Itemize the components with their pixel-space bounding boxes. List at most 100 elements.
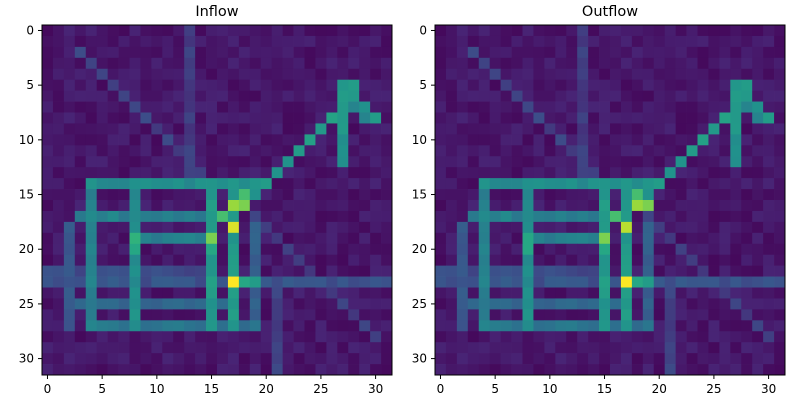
- heatmap-cell: [282, 46, 294, 59]
- heatmap-cell: [456, 243, 469, 256]
- heatmap-cell: [293, 309, 305, 321]
- heatmap-cell: [63, 112, 76, 124]
- heatmap-cell: [610, 298, 622, 310]
- heatmap-cell: [456, 178, 469, 190]
- heatmap-cell: [151, 200, 163, 212]
- heatmap-cell: [566, 254, 578, 266]
- heatmap-cell: [588, 25, 600, 37]
- heatmap-cell: [686, 254, 698, 266]
- heatmap-cell: [610, 134, 622, 146]
- heatmap-cell: [315, 25, 327, 37]
- heatmap-cell: [511, 232, 523, 245]
- heatmap-cell: [653, 243, 666, 256]
- heatmap-cell: [359, 309, 371, 321]
- heatmap-cell: [555, 57, 567, 70]
- heatmap-cell: [337, 101, 349, 113]
- heatmap-cell: [74, 342, 87, 354]
- heatmap-cell: [752, 287, 764, 299]
- heatmap-cell: [533, 68, 545, 81]
- heatmap-cell: [42, 79, 54, 91]
- heatmap-cell: [217, 167, 229, 179]
- heatmap-cell: [599, 101, 611, 113]
- heatmap-cell: [456, 167, 469, 179]
- heatmap-cell: [370, 178, 382, 190]
- heatmap-cell: [631, 342, 644, 354]
- heatmap-cell: [664, 254, 676, 266]
- heatmap-cell: [555, 353, 567, 365]
- heatmap-cell: [708, 134, 720, 146]
- heatmap-cell: [129, 156, 141, 168]
- heatmap-cell: [118, 90, 130, 102]
- heatmap-cell: [686, 243, 698, 256]
- heatmap-cell: [42, 221, 54, 234]
- heatmap-cell: [686, 112, 698, 124]
- heatmap-cell: [489, 25, 501, 37]
- heatmap-cell: [238, 254, 251, 266]
- heatmap-cell: [478, 221, 491, 234]
- heatmap-cell: [664, 298, 676, 310]
- heatmap-cell: [359, 200, 371, 212]
- heatmap-cell: [304, 167, 316, 179]
- heatmap-cell: [74, 243, 87, 256]
- heatmap-cell: [348, 189, 360, 201]
- heatmap-cell: [195, 145, 207, 157]
- heatmap-cell: [195, 232, 207, 245]
- heatmap-cell: [206, 353, 218, 365]
- heatmap-cell: [664, 342, 676, 354]
- heatmap-cell: [566, 79, 578, 91]
- heatmap-cell: [752, 25, 764, 37]
- heatmap-cell: [85, 320, 98, 332]
- heatmap-cell: [599, 200, 611, 212]
- heatmap-cell: [359, 298, 371, 310]
- heatmap-cell: [774, 101, 786, 113]
- heatmap-cell: [664, 364, 676, 376]
- heatmap-cell: [445, 276, 458, 288]
- heatmap-cell: [42, 364, 54, 376]
- heatmap-cell: [456, 90, 469, 102]
- heatmap-cell: [249, 167, 262, 179]
- heatmap-cell: [741, 145, 753, 157]
- heatmap-cell: [533, 342, 545, 354]
- heatmap-cell: [730, 210, 742, 223]
- heatmap-cell: [599, 254, 611, 266]
- heatmap-cell: [511, 353, 523, 365]
- heatmap-cell: [96, 342, 108, 354]
- heatmap-cell: [620, 90, 633, 102]
- heatmap-cell: [129, 232, 141, 245]
- heatmap-cell: [140, 254, 152, 266]
- heatmap-cell: [304, 320, 316, 332]
- heatmap-cell: [642, 156, 655, 168]
- heatmap-cell: [467, 320, 480, 332]
- heatmap-cell: [741, 178, 753, 190]
- heatmap-cell: [293, 210, 305, 223]
- heatmap-cell: [42, 134, 54, 146]
- heatmap-cell: [326, 298, 338, 310]
- heatmap-cell: [577, 90, 589, 102]
- heatmap-cell: [533, 79, 545, 91]
- heatmap-cell: [118, 46, 130, 59]
- heatmap-cell: [675, 167, 687, 179]
- heatmap-cell: [206, 123, 218, 135]
- heatmap-cell: [653, 145, 666, 157]
- heatmap-cell: [544, 167, 556, 179]
- heatmap-cell: [96, 364, 108, 376]
- heatmap-cell: [359, 232, 371, 245]
- heatmap-cell: [500, 232, 512, 245]
- heatmap-cell: [238, 178, 251, 190]
- heatmap-cell: [533, 320, 545, 332]
- heatmap-cell: [140, 364, 152, 376]
- heatmap-cell: [511, 46, 523, 59]
- heatmap-cell: [370, 134, 382, 146]
- heatmap-cell: [653, 68, 666, 81]
- heatmap-cell: [184, 25, 196, 37]
- heatmap-cell: [478, 167, 491, 179]
- heatmap-cell: [282, 145, 294, 157]
- heatmap-cell: [74, 287, 87, 299]
- heatmap-cell: [260, 35, 273, 48]
- heatmap-cell: [151, 353, 163, 365]
- heatmap-cell: [489, 90, 501, 102]
- heatmap-cell: [664, 35, 676, 48]
- heatmap-cell: [326, 232, 338, 245]
- heatmap-cell: [140, 298, 152, 310]
